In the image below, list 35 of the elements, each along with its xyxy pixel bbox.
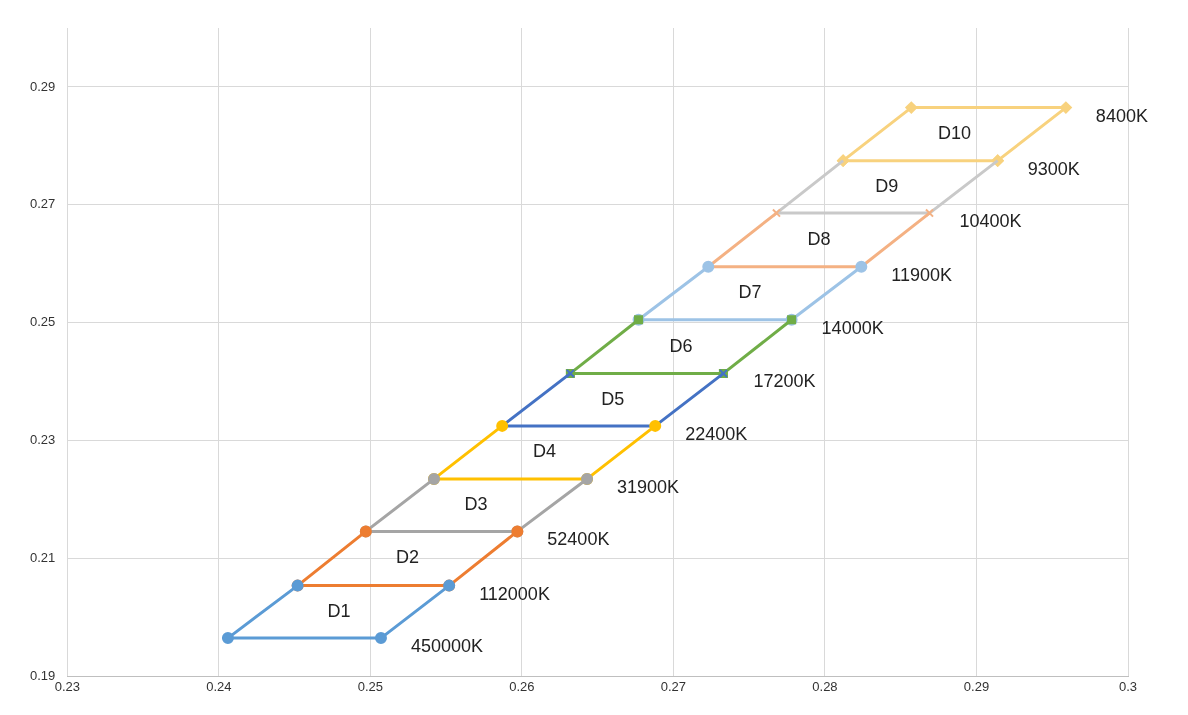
x-tick-label: 0.27 — [660, 678, 687, 694]
annotation: 9300K — [1027, 158, 1080, 179]
annotation: 8400K — [1095, 105, 1148, 126]
annotation: 31900K — [617, 476, 680, 497]
annotation: 450000K — [410, 636, 484, 657]
annotation: 52400K — [547, 529, 610, 550]
y-tick-label: 0.29 — [29, 78, 56, 94]
x-tick-label: 0.25 — [357, 678, 384, 694]
x-tick-label: 0.3 — [1118, 678, 1138, 694]
annotation: D6 — [669, 335, 693, 356]
annotation: 22400K — [685, 423, 748, 444]
x-tick-label: 0.24 — [206, 678, 232, 694]
y-tick-label: 0.25 — [29, 314, 56, 330]
annotation: D2 — [395, 547, 419, 568]
annotation: 11900K — [891, 264, 953, 285]
annotation: 17200K — [753, 371, 816, 392]
annotation: 10400K — [959, 211, 1022, 232]
annotation: D10 — [937, 123, 972, 144]
annotation: D9 — [875, 175, 899, 196]
x-tick-label: 0.26 — [509, 678, 535, 694]
annotation: 14000K — [821, 317, 884, 338]
annotation: D3 — [464, 494, 488, 515]
annotation: D8 — [807, 228, 831, 249]
y-tick-label: 0.23 — [29, 432, 56, 448]
x-tick-label: 0.29 — [963, 678, 990, 694]
annotation: D4 — [533, 441, 557, 462]
annotation: 112000K — [479, 583, 550, 604]
x-tick-label: 0.23 — [54, 678, 80, 694]
annotation: D1 — [327, 600, 351, 621]
y-tick-label: 0.19 — [29, 667, 56, 683]
annotation: D7 — [738, 282, 762, 303]
x-tick-label: 0.28 — [812, 678, 838, 694]
y-tick-label: 0.21 — [29, 550, 56, 566]
annotation: D5 — [601, 388, 625, 409]
y-tick-label: 0.27 — [29, 196, 56, 212]
